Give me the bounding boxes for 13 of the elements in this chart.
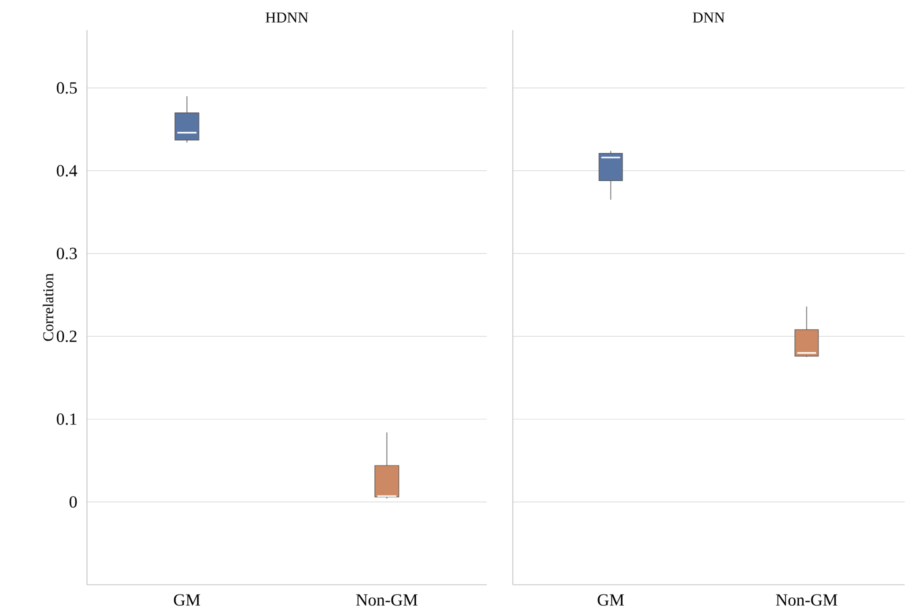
y-tick-label: 0.4 xyxy=(56,165,78,177)
y-tick-label: 0.5 xyxy=(56,82,77,94)
x-tick-label: Non-GM xyxy=(776,594,838,606)
y-tick-label: 0.1 xyxy=(56,414,76,426)
x-tick-label: GM xyxy=(174,594,200,606)
y-axis-title: Correlation xyxy=(42,274,54,342)
x-tick-label: Non-GM xyxy=(356,594,418,606)
chart-title: HDNN xyxy=(266,12,308,23)
y-tick-label: 0 xyxy=(70,496,77,508)
y-tick-label: 0.2 xyxy=(56,330,76,342)
y-tick-label: 0.3 xyxy=(56,248,77,260)
x-tick-label: GM xyxy=(598,594,624,606)
chart-title: DNN xyxy=(692,12,725,23)
